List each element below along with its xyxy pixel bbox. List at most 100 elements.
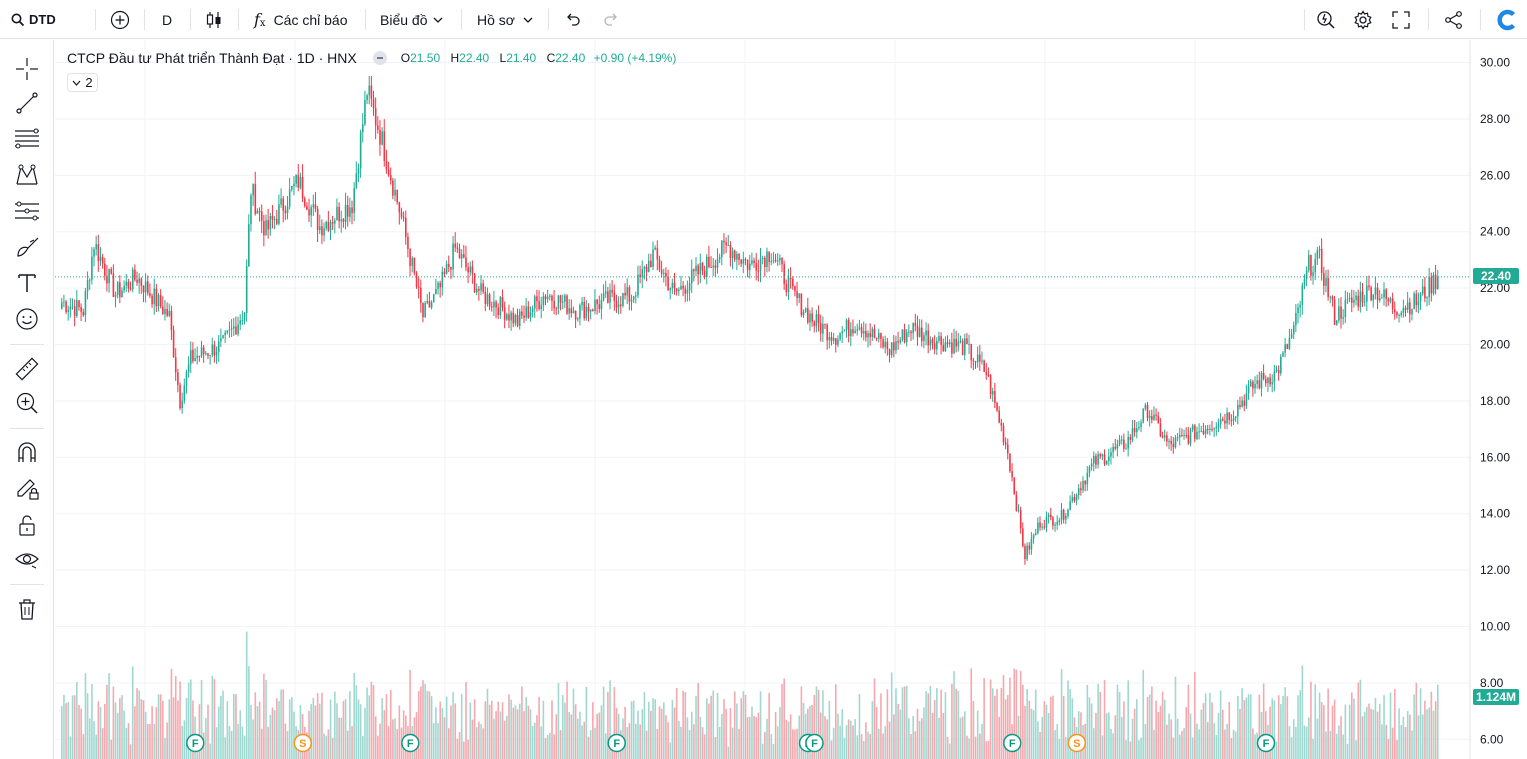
volume-bar (1351, 692, 1353, 759)
candle-body (1069, 501, 1071, 510)
share-button[interactable] (1444, 0, 1464, 39)
quick-search-button[interactable] (1316, 0, 1336, 39)
volume-bar (572, 688, 575, 759)
volume-bar (1295, 726, 1297, 759)
magnet-tool[interactable] (12, 438, 42, 468)
profile-menu-button[interactable]: Hồ sơ (477, 0, 533, 39)
volume-bar (417, 691, 420, 759)
volume-bar (187, 682, 190, 759)
candle-body (1133, 427, 1136, 433)
volume-bar (276, 698, 278, 759)
volume-bar (703, 734, 706, 759)
candle-body (127, 281, 130, 289)
delete-drawings-tool[interactable] (12, 594, 42, 624)
volume-bar (1385, 724, 1387, 759)
volume-bar (1413, 694, 1415, 759)
candle-body (901, 329, 904, 340)
volume-bar (1120, 716, 1123, 759)
volume-bar (942, 713, 945, 759)
candle-body (1312, 272, 1314, 276)
candle-body (116, 282, 119, 295)
fib-tool[interactable] (12, 124, 42, 154)
volume-bar (598, 712, 601, 759)
volume-bar (329, 699, 332, 759)
hide-drawings-tool[interactable] (12, 544, 42, 574)
brush-tool[interactable] (12, 232, 42, 262)
settings-button[interactable] (1353, 0, 1373, 39)
candle-body (641, 268, 644, 278)
interval-button[interactable]: D (162, 11, 173, 28)
volume-bar (1396, 740, 1398, 759)
low-value: 21.40 (506, 51, 537, 65)
candle-body (224, 332, 226, 336)
volume-bar (918, 720, 921, 759)
symbol-search[interactable]: DTD (11, 0, 56, 39)
candle-body (944, 342, 947, 352)
candle-body (450, 266, 452, 270)
measure-tool[interactable] (12, 354, 42, 384)
crosshair-tool[interactable] (12, 54, 42, 84)
candle-body (372, 98, 375, 108)
volume-bar (263, 673, 265, 759)
divider (548, 9, 549, 30)
forecast-tool[interactable] (12, 196, 42, 226)
price-chart[interactable]: 30.0028.0026.0024.0022.0020.0018.0016.00… (55, 40, 1527, 759)
emoji-tool[interactable] (12, 304, 42, 334)
candle-body (1157, 415, 1160, 424)
volume-bar (166, 722, 168, 759)
candle-body (1226, 412, 1228, 424)
price-axis[interactable]: 30.00 28.00 26.00 24.00 22.00 20.00 18.00 16.00… (1480, 56, 1510, 747)
volume-bar (439, 701, 441, 759)
volume-bar (243, 735, 246, 759)
volume-bar (1239, 708, 1241, 759)
candle-body (256, 210, 259, 214)
volume-bar (1374, 697, 1377, 759)
text-tool[interactable] (12, 268, 42, 298)
volume-bar (1099, 692, 1102, 759)
trend-line-tool[interactable] (12, 88, 42, 118)
chart-menu-button[interactable]: Biểu đồ (380, 0, 443, 39)
fullscreen-button[interactable] (1392, 0, 1410, 39)
candle-body (1000, 422, 1003, 426)
price-tick-label: 30.00 (1480, 56, 1510, 70)
candle-body (273, 219, 276, 221)
volume-bar (179, 681, 181, 759)
volume-bar (908, 718, 910, 759)
hide-series-icon[interactable] (372, 51, 387, 65)
volume-bar (1353, 698, 1355, 759)
candle-body (1256, 380, 1258, 384)
candle-body (495, 301, 497, 308)
undo-button[interactable] (564, 0, 582, 39)
compare-button[interactable] (110, 0, 130, 39)
lock-all-tool[interactable] (12, 510, 42, 540)
candle-body (746, 259, 749, 271)
candle-body (1071, 497, 1074, 502)
candle-body (824, 323, 826, 325)
candle-body (1234, 416, 1237, 419)
chart-legend: CTCP Đầu tư Phát triển Thành Đạt · 1D · … (67, 50, 676, 66)
volume-bar (802, 702, 805, 759)
candle-body (684, 288, 687, 294)
volume-bar (865, 722, 867, 759)
candle-body (759, 258, 762, 272)
candle-body (284, 210, 287, 214)
volume-bar (1174, 676, 1177, 759)
marker-circle (1256, 733, 1276, 753)
volume-bar (1170, 719, 1172, 759)
lock-drawing-tool[interactable] (12, 474, 42, 504)
pattern-tool[interactable] (12, 160, 42, 190)
volume-bar (1308, 717, 1310, 759)
zoom-tool[interactable] (12, 388, 42, 418)
candle-body (153, 288, 156, 305)
legend-collapse-button[interactable]: 2 (67, 73, 98, 92)
redo-button[interactable] (602, 0, 620, 39)
marker-circle (1003, 733, 1022, 753)
volume-bar (291, 697, 293, 759)
candle-body (1170, 440, 1172, 444)
candle-body (1348, 297, 1351, 300)
volume-bar (1172, 737, 1175, 759)
candle-body (1428, 276, 1430, 298)
chart-type-button[interactable] (204, 0, 224, 39)
candle-body (529, 312, 532, 318)
